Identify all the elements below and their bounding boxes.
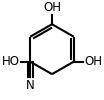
Text: OH: OH — [84, 55, 102, 68]
Text: N: N — [26, 79, 35, 92]
Text: OH: OH — [43, 1, 61, 14]
Text: HO: HO — [2, 55, 20, 68]
